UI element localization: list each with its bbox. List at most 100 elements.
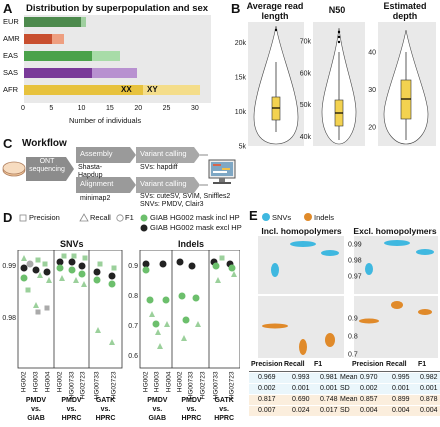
y-tick-label: 10k — [235, 109, 247, 116]
metric-point — [44, 305, 50, 311]
metric-point — [192, 294, 200, 302]
legend-precision: Precision — [29, 213, 60, 222]
x-tick-label: 15 — [106, 105, 114, 112]
table-row-label: SD — [340, 407, 350, 414]
table-cell: 0.001 — [420, 385, 438, 392]
x-tick-label: 0 — [21, 105, 25, 112]
metric-point — [181, 335, 187, 341]
bar-xx — [24, 34, 53, 44]
legend-incl-hp: GIAB HG002 mask incl HP — [150, 213, 240, 222]
snvs-tools-2: SNVs: PMDV, Clair3 — [140, 201, 204, 208]
y-tick-label: 0.99 — [348, 242, 362, 249]
table-row — [249, 373, 440, 383]
metric-point — [73, 277, 79, 283]
table-cell: 0.004 — [360, 407, 378, 414]
y-tick-label: 0.9 — [348, 316, 358, 323]
y-tick-label: 20k — [235, 40, 247, 47]
y-tick-label: 60k — [300, 70, 312, 77]
table-cell: 0.899 — [392, 396, 410, 403]
y-tick-label: 0.8 — [348, 334, 358, 341]
group-label: PMDV — [181, 397, 202, 404]
metric-recall-excl: Recall — [386, 361, 407, 368]
svs-tools-1: SVs: hapdiff — [140, 164, 178, 171]
x-tick-label: 10 — [77, 105, 86, 112]
metric-point — [56, 264, 64, 272]
metric-point — [78, 262, 86, 270]
metric-point — [43, 268, 51, 276]
svs-tools-2: SVs: cuteSV, SVIM, Sniffles2 — [140, 193, 231, 200]
panel-a-title: Distribution by superpopulation and sex — [26, 3, 209, 14]
panel-d-legend — [19, 213, 148, 232]
sample-label: HG00733 — [212, 371, 220, 400]
y-tick-label: 0.98 — [2, 315, 16, 322]
table-cell: 0.981 — [320, 374, 338, 381]
table-cell: 0.993 — [292, 374, 310, 381]
excl-homopolymers-title: Excl. homopolymers — [353, 226, 437, 236]
metric-f1-excl: F1 — [418, 361, 427, 368]
table-row-label: Mean — [340, 374, 358, 381]
y-tick-label: 0.98 — [348, 258, 362, 265]
sample-label: HG002 — [142, 371, 150, 393]
table-row-label: Mean — [340, 396, 358, 403]
metric-point — [219, 255, 225, 261]
table-row-label: SD — [340, 385, 350, 392]
metric-precision-incl: Precision — [251, 361, 283, 368]
metric-point — [21, 255, 27, 261]
x-tick-label: 20 — [134, 105, 143, 112]
x-tick-label: 5 — [49, 105, 54, 112]
legend-excl-hp: GIAB HG002 mask excl HP — [150, 223, 242, 232]
panel-e-legend — [262, 213, 312, 221]
bar-category-label: EUR — [3, 17, 19, 26]
y-tick-label: 20 — [368, 125, 376, 132]
panel-d-label: D — [3, 210, 13, 225]
computer-icon — [208, 159, 236, 184]
metric-point — [152, 320, 160, 328]
metric-point — [108, 272, 116, 280]
table-cell: 0.004 — [420, 407, 438, 414]
y-tick-label: 70k — [300, 39, 312, 46]
y-tick-label: 5k — [239, 144, 247, 151]
metric-point — [162, 296, 170, 304]
table-cell: 0.878 — [420, 396, 438, 403]
metric-point — [188, 262, 196, 270]
table-cell: 0.982 — [420, 374, 438, 381]
alignment-tool: minimap2 — [80, 195, 111, 202]
metric-point — [56, 258, 64, 266]
y-tick-label: 0.7 — [348, 352, 358, 359]
metric-point — [20, 264, 28, 272]
table-cell: 0.002 — [258, 385, 276, 392]
y-tick-label: 30 — [368, 87, 376, 94]
metric-point — [32, 266, 40, 274]
metric-point — [37, 272, 43, 278]
metric-point — [33, 302, 39, 308]
sample-label: HG002 — [20, 371, 28, 393]
workflow-diagram — [26, 147, 208, 193]
metric-point — [146, 296, 154, 304]
table-cell: 0.857 — [360, 396, 378, 403]
bar-xy — [92, 68, 138, 78]
table-cell: 0.004 — [392, 407, 410, 414]
group-label: vs. — [186, 406, 197, 413]
metric-precision-excl: Precision — [352, 361, 384, 368]
table-cell: 0.970 — [360, 374, 378, 381]
metric-point — [25, 287, 31, 293]
group-label: HPRC — [95, 415, 116, 422]
assembly-label: Assembly — [80, 149, 113, 158]
table-cell: 0.817 — [258, 396, 276, 403]
metric-point — [142, 266, 150, 274]
metric-point — [68, 258, 76, 266]
y-tick-label: 0.9 — [128, 263, 138, 270]
ont-sequencing-label: ONT sequencing — [29, 158, 65, 173]
variant-calling-label-1: Variant calling — [140, 149, 187, 158]
y-tick-label: 0.99 — [2, 263, 16, 270]
legend-f1: F1 — [125, 213, 134, 222]
group-label: vs. — [152, 406, 163, 413]
y-tick-label: 40k — [300, 134, 312, 141]
metric-point — [61, 253, 67, 259]
table-cell: 0.001 — [292, 385, 310, 392]
group-label: HPRC — [61, 415, 82, 422]
sample-label: HG002 — [176, 371, 184, 393]
panel-d-scatter: 0.99 0.98 0.9 0.8 0.7 0.6 — [2, 250, 240, 369]
metric-point — [178, 292, 186, 300]
metric-point — [35, 257, 41, 263]
